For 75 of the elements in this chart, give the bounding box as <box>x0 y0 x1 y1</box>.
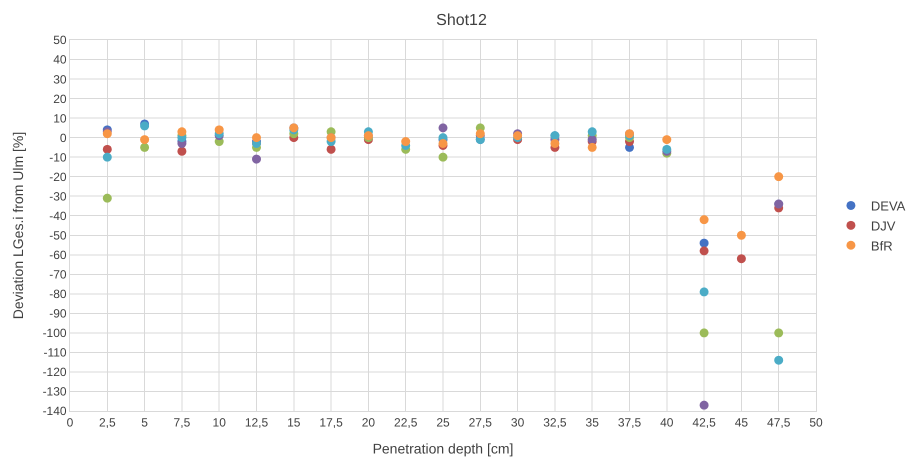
x-tick-label: 10 <box>212 415 226 430</box>
y-tick-label: 10 <box>53 111 67 126</box>
point <box>177 127 186 136</box>
x-tick-label: 22,5 <box>394 415 418 430</box>
y-tick-label: -80 <box>49 287 67 302</box>
point <box>588 142 597 152</box>
point <box>102 144 112 154</box>
point <box>700 400 709 410</box>
y-tick-label: -60 <box>49 248 67 262</box>
point <box>102 152 112 162</box>
point <box>736 230 746 240</box>
point <box>588 127 597 136</box>
y-tick-label: -50 <box>49 228 67 242</box>
x-tick-label: 12,5 <box>244 415 268 430</box>
y-tick-label: -110 <box>43 346 67 360</box>
point <box>140 135 150 144</box>
y-tick-label: -30 <box>49 189 67 204</box>
x-tick-label: 45 <box>734 415 748 430</box>
y-tick-label: -90 <box>49 306 67 321</box>
x-tick-label: 32,5 <box>543 415 567 430</box>
point <box>700 215 709 224</box>
point <box>774 356 784 365</box>
x-axis-title: Penetration depth [cm] <box>372 440 514 457</box>
point <box>177 146 186 156</box>
x-tick-label: 47,5 <box>767 415 791 430</box>
point <box>700 238 709 248</box>
y-tick-label: -140 <box>42 404 67 418</box>
x-tick-label: 5 <box>141 415 148 430</box>
y-tick-label: -130 <box>42 384 67 399</box>
point <box>102 194 112 203</box>
point <box>252 154 261 164</box>
y-tick-label: -100 <box>42 326 67 340</box>
y-tick-label: -40 <box>49 208 67 223</box>
point <box>326 144 336 154</box>
x-tick-label: 30 <box>510 415 525 430</box>
legend-label: BfR <box>870 238 893 254</box>
legend-label: DJV <box>870 218 896 234</box>
x-tick-label: 50 <box>809 415 823 430</box>
x-tick-label: 7,5 <box>174 415 191 430</box>
y-tick-label: 0 <box>60 130 67 145</box>
y-tick-label: -10 <box>49 150 67 164</box>
x-tick-label: 40 <box>660 415 674 430</box>
y-tick-label: -70 <box>49 268 67 282</box>
y-tick-label: 20 <box>53 92 67 106</box>
point <box>736 254 746 264</box>
x-tick-label: 25 <box>436 415 450 430</box>
point <box>700 328 709 338</box>
point <box>401 137 410 146</box>
point <box>252 133 261 142</box>
y-tick-label: -120 <box>42 365 67 380</box>
point <box>550 138 560 148</box>
x-tick-label: 2,5 <box>98 415 116 430</box>
x-tick-label: 20 <box>362 415 376 430</box>
point <box>438 152 448 162</box>
point <box>438 123 448 132</box>
point <box>140 142 150 152</box>
point <box>774 172 784 182</box>
point <box>700 246 709 256</box>
x-tick-label: 37,5 <box>618 415 642 430</box>
point <box>662 135 672 144</box>
point <box>700 287 709 296</box>
point <box>214 125 224 134</box>
y-tick-label: -20 <box>49 170 67 184</box>
x-tick-label: 35 <box>586 415 600 430</box>
x-tick-label: 17,5 <box>319 415 344 430</box>
x-tick-label: 27,5 <box>468 415 492 430</box>
y-tick-label: 40 <box>53 52 67 67</box>
chart-title: Shot12 <box>436 12 487 30</box>
y-tick-label: 50 <box>53 33 67 48</box>
point <box>774 328 784 338</box>
legend-label: DEVA <box>870 198 906 214</box>
y-tick-label: 30 <box>53 72 67 86</box>
x-tick-label: 42,5 <box>692 415 716 430</box>
x-tick-label: 15 <box>287 415 301 430</box>
y-axis-title: Deviation LGes.i from Ulm [%] <box>10 132 26 320</box>
